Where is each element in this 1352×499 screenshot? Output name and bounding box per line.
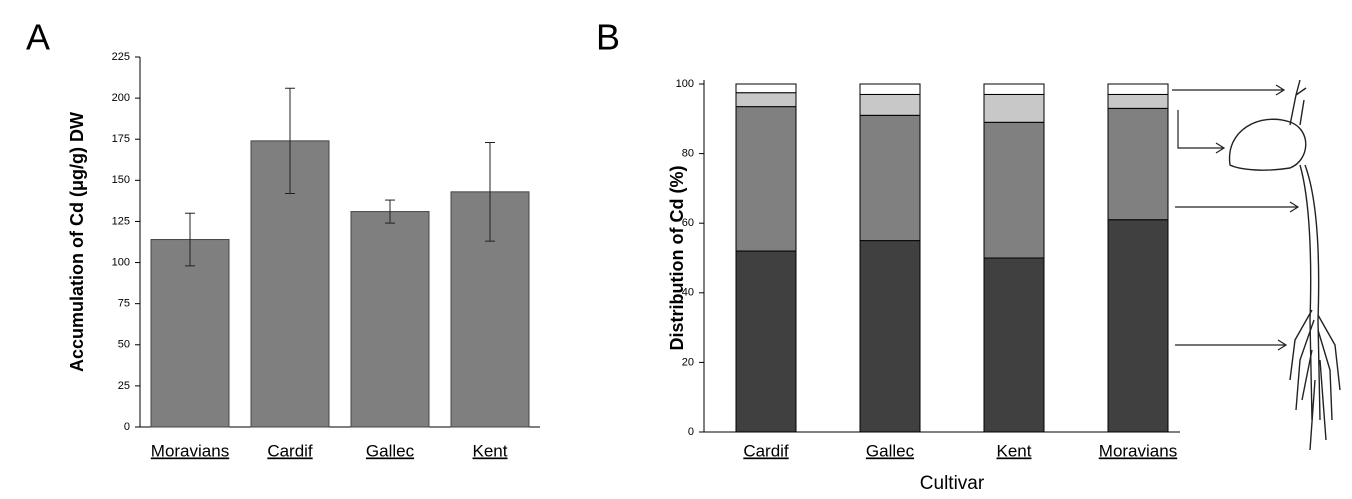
x-tick-label: Gallec: [866, 441, 915, 460]
y-tick-label: 75: [118, 298, 130, 310]
panel-label: A: [26, 17, 50, 58]
y-tick-label: 60: [682, 217, 694, 229]
plant-sketch: [1228, 79, 1341, 451]
bar-segment: [859, 240, 921, 433]
bar-segment: [859, 114, 921, 242]
y-tick-label: 100: [676, 78, 694, 90]
bar-segment: [859, 83, 921, 95]
y-tick-label: 25: [118, 380, 130, 392]
bar-segment: [983, 257, 1045, 433]
x-tick-label: Kent: [997, 441, 1032, 460]
y-tick-label: 225: [112, 51, 130, 63]
y-tick-label: 125: [112, 215, 130, 227]
bar-segment: [983, 121, 1045, 259]
bar-segment: [983, 93, 1045, 123]
bar-segment: [735, 250, 797, 433]
y-tick-label: 0: [688, 426, 694, 438]
bar-segment: [983, 83, 1045, 95]
y-tick-label: 40: [682, 287, 694, 299]
y-tick-label: 50: [118, 339, 130, 351]
bar-segment: [735, 92, 797, 108]
x-tick-label: Gallec: [366, 441, 415, 460]
bar-segment: [1107, 219, 1169, 433]
bar: [150, 239, 230, 428]
bar-segment: [735, 106, 797, 252]
bar-segment: [1107, 93, 1169, 109]
bar-segment: [1107, 107, 1169, 221]
y-tick-label: 200: [112, 92, 130, 104]
y-tick-label: 80: [682, 148, 694, 160]
x-tick-label: Kent: [473, 441, 508, 460]
y-axis-label: Distribution of Cd (%): [667, 166, 687, 351]
y-tick-label: 175: [112, 133, 130, 145]
panel-label: B: [596, 17, 620, 58]
bar: [350, 211, 430, 428]
y-tick-label: 20: [682, 356, 694, 368]
y-tick-label: 150: [112, 174, 130, 186]
y-tick-label: 0: [124, 421, 130, 433]
bar-segment: [735, 83, 797, 94]
x-tick-label: Moravians: [151, 441, 229, 460]
x-axis-label: Cultivar: [920, 473, 985, 494]
bar-segment: [1107, 83, 1169, 95]
x-tick-label: Cardif: [743, 441, 789, 460]
bar-segment: [859, 93, 921, 116]
x-tick-label: Moravians: [1099, 441, 1177, 460]
arrows: [1172, 84, 1300, 351]
y-axis-label: Accumulation of Cd (μg/g) DW: [67, 112, 87, 372]
x-tick-label: Cardif: [267, 441, 313, 460]
y-tick-label: 100: [112, 256, 130, 268]
